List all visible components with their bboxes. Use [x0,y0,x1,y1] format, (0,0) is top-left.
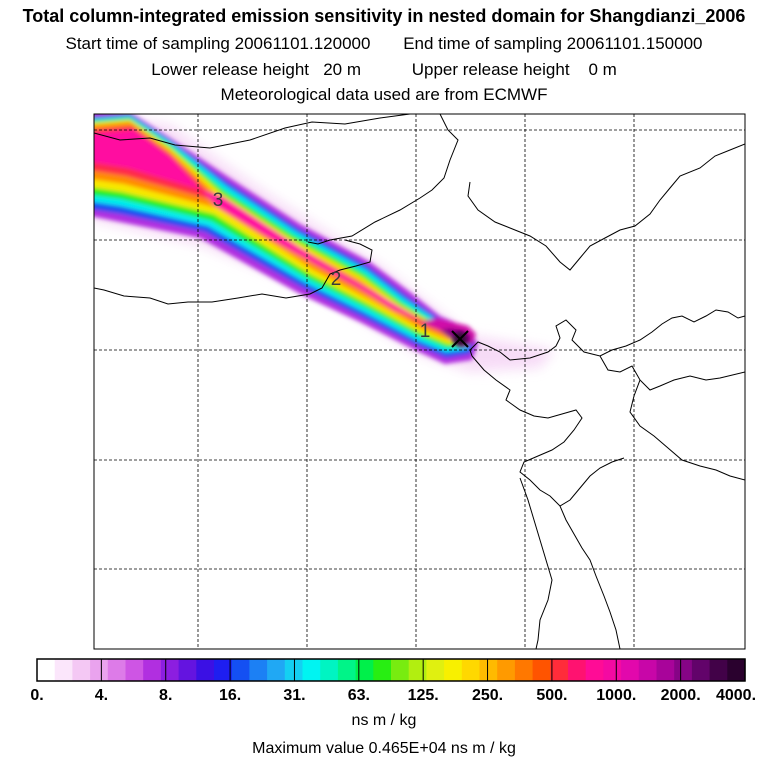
colorbar [37,659,746,681]
colorbar-segment [160,659,180,681]
colorbar-frame [36,658,746,682]
sampling-time-line: Start time of sampling 20061101.120000 E… [0,34,768,54]
colorbar-label: 16. [218,687,242,704]
plume-marker-1: 1 [420,321,431,342]
figure-title: Total column-integrated emission sensiti… [22,6,746,26]
colorbar-segment [514,659,534,681]
colorbar-label: 4. [94,687,109,704]
colorbar-segment [408,659,427,681]
colorbar-label: 1000. [596,687,637,704]
colorbar-segment [196,659,215,681]
colorbar-segment [373,659,392,681]
colorbar-segment [178,659,197,681]
colorbar-segment [585,659,604,681]
colorbar-segment [727,659,746,681]
met-data-line: Meteorological data used are from ECMWF [220,85,548,104]
colorbar-segment [249,659,268,681]
colorbar-segment [638,659,658,681]
colorbar-segment [267,659,286,681]
colorbar-ticks [100,659,682,681]
colorbar-segment [709,659,728,681]
end-time-value: 20061101.150000 [566,34,703,53]
release-point-x-icon [451,330,469,348]
colorbar-segment [302,659,321,681]
colorbar-label: 31. [283,687,306,704]
end-time-label: End time of sampling [403,34,562,53]
colorbar-segment [107,659,127,681]
colorbar-segment [479,659,498,681]
colorbar-segment [143,659,162,681]
coastlines [94,114,745,649]
colorbar-segment [674,659,693,681]
colorbar-segment [125,659,144,681]
colorbar-segment [72,659,91,681]
lat-lon-grid [94,114,745,649]
colorbar-segment [37,659,56,681]
plume-marker-2: 2 [331,269,342,290]
colorbar-segment [656,659,675,681]
colorbar-units: ns m / kg [351,712,417,729]
colorbar-segment [691,659,711,681]
colorbar-label: 2000. [660,687,701,704]
colorbar-segment [444,659,463,681]
plume-band-magenta [94,130,456,333]
colorbar-segment [497,659,516,681]
colorbar-segment [54,659,73,681]
colorbar-segment [284,659,304,681]
map-frame [93,113,746,650]
colorbar-label: 4000. [715,687,757,704]
colorbar-segment [320,659,339,681]
plume-layer [94,114,745,649]
start-time-value: 20061101.120000 [234,34,371,53]
colorbar-segment [621,659,640,681]
upper-height-label: Upper release height [411,60,570,79]
colorbar-segment [461,659,481,681]
colorbar-label: 125. [407,687,439,704]
colorbar-segment [532,659,551,681]
colorbar-segment [90,659,109,681]
colorbar-segment [426,659,445,681]
colorbar-segment [337,659,357,681]
colorbar-segment [603,659,622,681]
colorbar-label: 8. [159,687,173,704]
colorbar-segment [550,659,569,681]
start-time-label: Start time of sampling [65,34,230,53]
release-height-line: Lower release height 20 m Upper release … [0,60,768,80]
colorbar-segment [214,659,233,681]
maximum-value-text: Maximum value 0.465E+04 ns m / kg [252,740,516,757]
colorbar-label: 63. [347,687,370,704]
upper-height-value: 0 m [588,60,617,79]
colorbar-segment [355,659,374,681]
colorbar-label: 250. [471,687,504,704]
colorbar-label: 500. [536,687,568,704]
colorbar-segment [391,659,410,681]
lower-height-label: Lower release height [151,60,310,79]
lower-height-value: 20 m [323,60,361,79]
colorbar-segment [231,659,250,681]
plume-marker-3: 3 [213,190,224,211]
colorbar-label: 0. [30,687,44,704]
colorbar-segment [568,659,587,681]
